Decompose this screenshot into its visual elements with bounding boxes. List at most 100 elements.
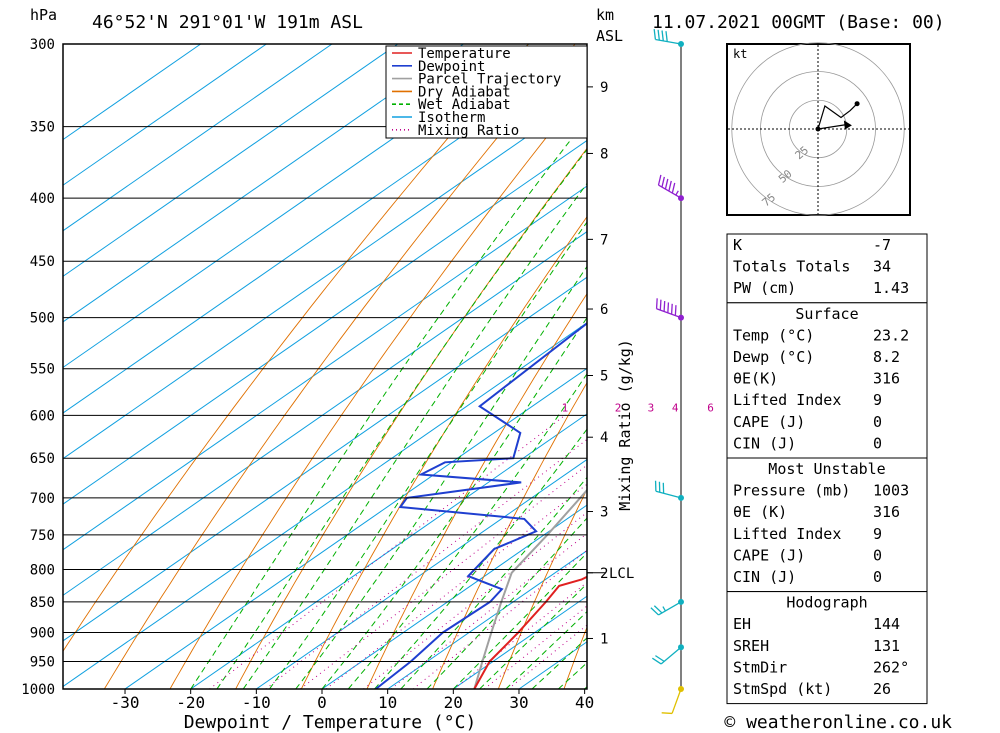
km-tick-label: 5 [600, 368, 608, 384]
wet-adiabat-line [269, 221, 587, 689]
isotherm-line [63, 44, 398, 277]
legend-label: Temperature [418, 46, 511, 62]
table-row-label: θE(K) [733, 370, 778, 388]
pressure-tick-label: 750 [30, 528, 55, 544]
surface-table-title: Surface [795, 305, 858, 323]
isotherm-line [63, 44, 530, 369]
legend-label: Parcel Trajectory [418, 72, 561, 88]
wet-adiabat-line [426, 517, 587, 689]
storm-motion-arrowhead [843, 120, 852, 130]
isotherm-line [321, 504, 587, 689]
wind-barb-staff [655, 38, 682, 45]
wind-barb-flag [657, 174, 662, 186]
table-row-value: 144 [873, 615, 900, 633]
pressure-tick-label: 850 [30, 595, 55, 611]
table-row-label: CAPE (J) [733, 546, 805, 564]
km-tick-label: 8 [600, 146, 608, 162]
mixing-ratio-axis-label: Mixing Ratio (g/kg) [616, 339, 634, 511]
x-tick-label: 0 [317, 693, 327, 712]
wet-adiabat-line [321, 316, 587, 689]
x-tick-label: -20 [176, 693, 205, 712]
x-tick-label: -10 [242, 693, 271, 712]
wind-barb-flag [655, 655, 665, 662]
pressure-tick-label: 400 [30, 191, 55, 207]
pressure-tick-label: 300 [30, 37, 55, 53]
table-row-label: Temp (°C) [733, 326, 814, 344]
mixing-ratio-line [265, 438, 587, 689]
x-tick-label: 40 [575, 693, 594, 712]
wind-barb-half [675, 190, 679, 196]
isotherm-line [63, 185, 587, 551]
table-row-value: 0 [873, 546, 882, 564]
mixing-ratio-line [363, 511, 587, 689]
table-row-label: K [733, 236, 742, 254]
km-tick-label: 7 [600, 232, 608, 248]
hodograph-end-dot [854, 101, 860, 107]
table-row-value: 262° [873, 658, 909, 676]
wind-barb-flag [661, 712, 673, 715]
isotherm-line [63, 230, 587, 596]
stability-tables: K -7 Totals Totals 34 PW (cm) 1.43 Surface Temp… [726, 233, 928, 705]
mixing-ratio-label: 6 [707, 401, 714, 414]
table-row-label: StmSpd (kt) [733, 680, 832, 698]
table-row-label: θE (K) [733, 503, 787, 521]
pressure-tick-label: 950 [30, 655, 55, 671]
dry-adiabat-line [497, 488, 587, 689]
table-row-label: Lifted Index [733, 391, 841, 409]
isotherm-line [63, 139, 587, 505]
wind-barb-flag [659, 299, 662, 311]
pressure-tick-label: 500 [30, 311, 55, 327]
mixing-ratio-label: 1 [562, 401, 569, 414]
isotherm-line [387, 550, 587, 689]
table-row-label: PW (cm) [733, 279, 796, 297]
profile-layer [375, 322, 587, 689]
pressure-tick-label: 450 [30, 254, 55, 270]
wind-barb-flag [665, 31, 668, 42]
wind-barb-staff [658, 601, 682, 616]
mixing-ratio-line [300, 464, 587, 689]
asl-unit-label: ASL [596, 27, 623, 45]
wind-barb-flag [650, 607, 659, 616]
pressure-tick-label: 600 [30, 408, 55, 424]
pressure-tick-label: 700 [30, 491, 55, 507]
table-row-value: 8.2 [873, 348, 900, 366]
parcel-trajectory-line [473, 488, 587, 689]
isotherm-line [63, 48, 587, 414]
wind-barb-flag [670, 303, 673, 315]
pressure-unit-label: hPa [30, 6, 57, 24]
wind-barb-half [662, 606, 666, 612]
wind-barb-flag [657, 29, 660, 41]
legend-label: Wet Adiabat [418, 97, 511, 113]
wind-barb-flag [663, 301, 666, 312]
mixing-ratio-label: 2 [615, 401, 622, 414]
table-row-value: 316 [873, 370, 900, 388]
table-row-label: EH [733, 615, 751, 633]
wind-barb-flag [667, 302, 670, 313]
wet-adiabat-line [452, 552, 587, 689]
table-row-value: 0 [873, 413, 882, 431]
table-row-value: -7 [873, 236, 891, 254]
table-row-label: Dewp (°C) [733, 348, 814, 366]
plot-frame [62, 43, 588, 690]
table-row-label: Totals Totals [733, 258, 850, 276]
wind-barb-flag [671, 182, 676, 194]
wind-barb-staff [655, 490, 682, 499]
x-tick-label: -30 [111, 693, 140, 712]
km-unit-label: km [596, 6, 614, 24]
mixing-ratio-label: 4 [672, 401, 679, 414]
wind-barb-flag [661, 30, 664, 41]
km-tick-label: 6 [600, 302, 608, 318]
pressure-tick-label: 650 [30, 451, 55, 467]
table-row-value: 131 [873, 637, 900, 655]
legend-label: Isotherm [418, 110, 485, 126]
pressure-tick-label: 800 [30, 562, 55, 578]
table-row-value: 1003 [873, 482, 909, 500]
wind-barb-flag [664, 178, 669, 190]
legend-label: Dry Adiabat [418, 84, 511, 100]
isotherm-line [63, 94, 587, 460]
axes-layer: 1234681015202530035040045050055060065070… [21, 37, 853, 712]
dry-adiabat-line [235, 147, 587, 689]
x-tick-label: 20 [444, 693, 463, 712]
